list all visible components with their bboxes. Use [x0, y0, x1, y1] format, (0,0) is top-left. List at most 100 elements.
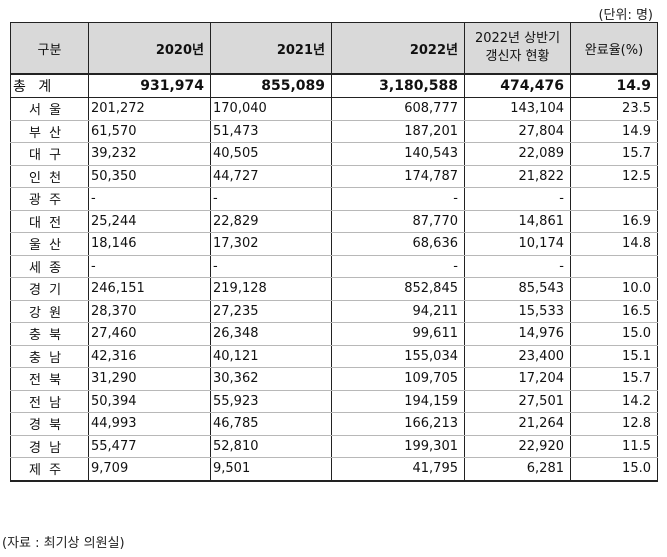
region-cell: 전 남: [10, 389, 89, 413]
value-2022: 199,301: [331, 434, 465, 458]
region-cell: 서 울: [10, 97, 89, 121]
value-renewal: 22,920: [464, 434, 571, 458]
header-2022: 2022년: [331, 22, 465, 75]
value-2022: 94,211: [331, 299, 465, 323]
region-cell: 제 주: [10, 457, 89, 482]
value-2021: 52,810: [210, 434, 332, 458]
value-2022: 68,636: [331, 232, 465, 256]
value-2022: 99,611: [331, 322, 465, 346]
value-2022: 109,705: [331, 367, 465, 391]
value-2020: 50,394: [88, 389, 211, 413]
value-completion-rate: 15.7: [570, 367, 658, 391]
value-2021: -: [210, 254, 332, 278]
value-renewal: 6,281: [464, 457, 571, 482]
value-completion-rate: 16.9: [570, 209, 658, 233]
value-2021: 26,348: [210, 322, 332, 346]
total-2022: 3,180,588: [331, 73, 465, 98]
table-row: 충 북 27,460 26,348 99,611 14,976 15.0: [10, 322, 658, 346]
source-note: (자료 : 최기상 의원실): [2, 536, 125, 551]
value-completion-rate: 14.8: [570, 232, 658, 256]
value-2020: 201,272: [88, 97, 211, 121]
value-renewal: 27,804: [464, 119, 571, 143]
value-2022: 174,787: [331, 164, 465, 188]
table-row: 광 주----: [10, 187, 658, 211]
value-2021: 22,829: [210, 209, 332, 233]
value-completion-rate: 11.5: [570, 434, 658, 458]
value-completion-rate: 15.7: [570, 142, 658, 166]
value-2020: 39,232: [88, 142, 211, 166]
value-2021: 170,040: [210, 97, 332, 121]
value-renewal: 14,861: [464, 209, 571, 233]
value-renewal: 10,174: [464, 232, 571, 256]
value-completion-rate: 14.9: [570, 119, 658, 143]
table-row: 경 북 44,993 46,785 166,213 21,264 12.8: [10, 412, 658, 436]
value-2022: 852,845: [331, 277, 465, 301]
value-completion-rate: 12.8: [570, 412, 658, 436]
value-completion-rate: 10.0: [570, 277, 658, 301]
header-2021: 2021년: [210, 22, 332, 75]
value-2022: 140,543: [331, 142, 465, 166]
region-cell: 충 북: [10, 322, 89, 346]
value-completion-rate: 14.2: [570, 389, 658, 413]
region-cell: 부 산: [10, 119, 89, 143]
value-2020: -: [88, 254, 211, 278]
value-2022: 155,034: [331, 344, 465, 368]
region-cell: 충 남: [10, 344, 89, 368]
value-renewal: -: [464, 187, 571, 211]
value-2021: 17,302: [210, 232, 332, 256]
value-renewal: 21,264: [464, 412, 571, 436]
value-2020: 9,709: [88, 457, 211, 482]
value-completion-rate: 15.1: [570, 344, 658, 368]
region-cell: 인 천: [10, 164, 89, 188]
value-completion-rate: 16.5: [570, 299, 658, 323]
header-renewal: 2022년 상반기 갱신자 현황: [464, 22, 571, 75]
table-row: 인 천 50,350 44,727 174,787 21,822 12.5: [10, 164, 658, 188]
table-row: 충 남 42,316 40,121 155,034 23,400 15.1: [10, 344, 658, 368]
value-2022: 187,201: [331, 119, 465, 143]
value-renewal: 14,976: [464, 322, 571, 346]
header-2020: 2020년: [88, 22, 211, 75]
value-2020: 31,290: [88, 367, 211, 391]
region-cell: 대 전: [10, 209, 89, 233]
value-completion-rate: [570, 254, 658, 278]
value-2022: 41,795: [331, 457, 465, 482]
header-renewal-line1: 2022년 상반기: [474, 31, 561, 46]
value-2022: -: [331, 187, 465, 211]
value-2021: 44,727: [210, 164, 332, 188]
region-cell: 광 주: [10, 187, 89, 211]
value-2020: 246,151: [88, 277, 211, 301]
value-completion-rate: [570, 187, 658, 211]
table-header: 구분 2020년 2021년 2022년 2022년 상반기 갱신자 현황 완료…: [10, 22, 658, 75]
table-row: 전 남 50,394 55,923 194,159 27,501 14.2: [10, 389, 658, 413]
table-row: 전 북 31,290 30,362 109,705 17,204 15.7: [10, 367, 658, 391]
value-2022: -: [331, 254, 465, 278]
value-renewal: 17,204: [464, 367, 571, 391]
value-2021: 55,923: [210, 389, 332, 413]
table-row: 대 구 39,232 40,505 140,543 22,089 15.7: [10, 142, 658, 166]
header-completion-rate: 완료율(%): [570, 22, 658, 75]
header-row: 구분 2020년 2021년 2022년 2022년 상반기 갱신자 현황 완료…: [10, 22, 658, 75]
region-cell: 울 산: [10, 232, 89, 256]
total-label: 총 계: [10, 73, 89, 98]
value-completion-rate: 12.5: [570, 164, 658, 188]
region-cell: 강 원: [10, 299, 89, 323]
value-renewal: 21,822: [464, 164, 571, 188]
value-2020: 55,477: [88, 434, 211, 458]
region-cell: 세 종: [10, 254, 89, 278]
value-2020: -: [88, 187, 211, 211]
value-2020: 28,370: [88, 299, 211, 323]
table-row: 경 기 246,151 219,128 852,845 85,543 10.0: [10, 277, 658, 301]
total-rate: 14.9: [570, 73, 658, 98]
region-cell: 대 구: [10, 142, 89, 166]
value-renewal: 85,543: [464, 277, 571, 301]
value-2022: 166,213: [331, 412, 465, 436]
region-cell: 경 남: [10, 434, 89, 458]
table-body: 총 계 931,974 855,089 3,180,588 474,476 14…: [10, 73, 658, 482]
value-2021: -: [210, 187, 332, 211]
header-region: 구분: [10, 22, 89, 75]
total-2021: 855,089: [210, 73, 332, 98]
value-2020: 25,244: [88, 209, 211, 233]
value-2022: 608,777: [331, 97, 465, 121]
value-renewal: 22,089: [464, 142, 571, 166]
value-2020: 61,570: [88, 119, 211, 143]
